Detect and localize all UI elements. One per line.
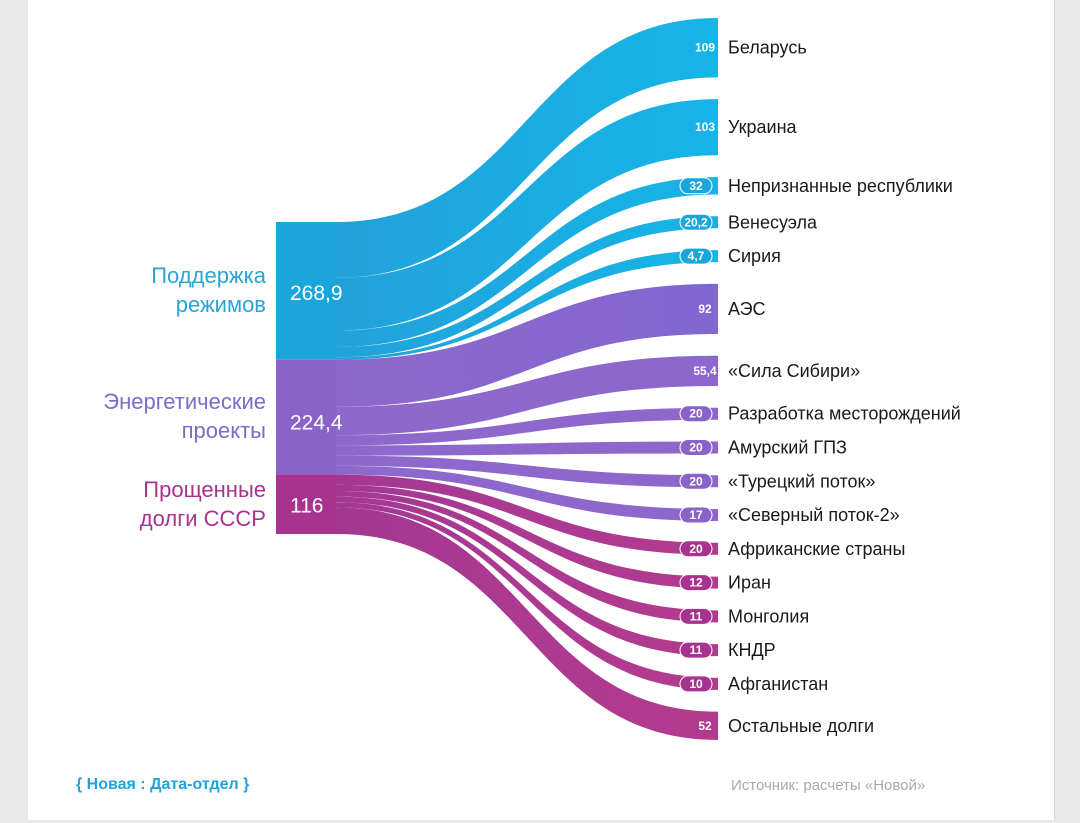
value-pill <box>679 405 713 423</box>
source-value-2: 116 <box>290 495 323 518</box>
value-pill <box>679 607 713 625</box>
target-label-сирия: Сирия <box>728 246 781 266</box>
target-value-остальные-долги: 52 <box>698 719 712 733</box>
target-value-сила-сибири: 55,4 <box>693 364 717 378</box>
target-value-беларусь: 109 <box>695 41 715 55</box>
link-турецкий-поток <box>336 455 718 488</box>
source-label-1: Энергетические <box>103 389 266 414</box>
target-label-иран: Иран <box>728 573 771 593</box>
source-value-1: 224,4 <box>290 412 343 435</box>
link-разработка-месторождений <box>336 407 718 446</box>
link-кндр <box>336 496 718 657</box>
link-амурский-гпз <box>336 441 718 456</box>
brand-footer: { Новая : Дата-отдел } <box>76 776 250 793</box>
value-pill <box>679 177 713 195</box>
target-label-турецкий-поток: «Турецкий поток» <box>728 471 875 491</box>
target-label-кндр: КНДР <box>728 640 776 660</box>
target-value-аэс: 92 <box>698 302 712 316</box>
target-value-разработка-месторождений: 20 <box>689 407 703 421</box>
target-label-сила-сибири: «Сила Сибири» <box>728 361 860 381</box>
value-pill <box>679 675 713 693</box>
target-label-украина: Украина <box>728 117 798 137</box>
value-pill <box>679 438 713 456</box>
target-value-украина: 103 <box>695 120 715 134</box>
value-pill <box>679 472 713 490</box>
target-label-афганистан: Афганистан <box>728 674 828 694</box>
link-беларусь <box>336 18 718 278</box>
value-pill <box>679 641 713 659</box>
value-pill <box>679 574 713 592</box>
link-северный-поток-2 <box>336 465 718 522</box>
target-label-остальные-долги: Остальные долги <box>728 716 874 736</box>
link-непризнанные-республики <box>336 177 718 347</box>
target-value-кндр: 11 <box>690 643 703 657</box>
source-label-0: режимов <box>176 292 266 317</box>
source-label-2: долги СССР <box>140 506 266 531</box>
target-label-северный-поток-2: «Северный поток-2» <box>728 505 900 525</box>
link-монголия <box>336 490 718 623</box>
link-украина <box>336 99 718 331</box>
value-pill <box>679 540 713 558</box>
nodes-layer <box>276 222 336 534</box>
link-африканские-страны <box>336 474 718 555</box>
target-value-африканские-страны: 20 <box>689 542 703 556</box>
links-layer <box>336 18 718 740</box>
target-label-венесуэла: Венесуэла <box>728 212 818 232</box>
target-label-монголия: Монголия <box>728 606 809 626</box>
target-value-венесуэла: 20,2 <box>684 215 708 229</box>
value-pill <box>679 213 713 231</box>
target-value-северный-поток-2: 17 <box>689 508 703 522</box>
link-афганистан <box>336 502 718 690</box>
target-label-африканские-страны: Африканские страны <box>728 539 905 559</box>
link-сирия <box>336 250 718 360</box>
source-label-0: Поддержка <box>151 263 267 288</box>
target-label-разработка-месторождений: Разработка месторождений <box>728 404 961 424</box>
target-value-амурский-гпз: 20 <box>689 440 703 454</box>
link-венесуэла <box>336 216 718 358</box>
link-сила-сибири <box>336 355 718 436</box>
labels-layer: 268,9 Поддержка режимов 224,4 Энергетические… <box>103 38 961 736</box>
source-value-0: 268,9 <box>290 282 343 305</box>
source-node-1 <box>276 359 336 475</box>
value-pill <box>679 506 713 524</box>
target-value-монголия: 11 <box>690 609 703 623</box>
target-label-непризнанные-республики: Непризнанные республики <box>728 176 953 196</box>
target-value-афганистан: 10 <box>689 677 703 691</box>
value-pill <box>679 247 713 265</box>
source-note: Источник: расчеты «Новой» <box>731 777 926 794</box>
target-value-сирия: 4,7 <box>688 249 705 263</box>
link-аэс <box>336 283 718 407</box>
target-value-непризнанные-республики: 32 <box>689 179 703 193</box>
target-label-амурский-гпз: Амурский ГПЗ <box>728 437 847 457</box>
source-label-2: Прощенные <box>143 477 266 502</box>
source-node-2 <box>276 474 336 534</box>
target-label-беларусь: Беларусь <box>728 38 807 58</box>
target-label-аэс: АЭС <box>728 299 766 319</box>
link-иран <box>336 484 718 589</box>
source-label-1: проекты <box>182 418 266 443</box>
source-node-0 <box>276 222 336 360</box>
target-value-иран: 12 <box>689 576 703 590</box>
target-value-турецкий-поток: 20 <box>689 474 703 488</box>
link-остальные-долги <box>336 507 718 740</box>
